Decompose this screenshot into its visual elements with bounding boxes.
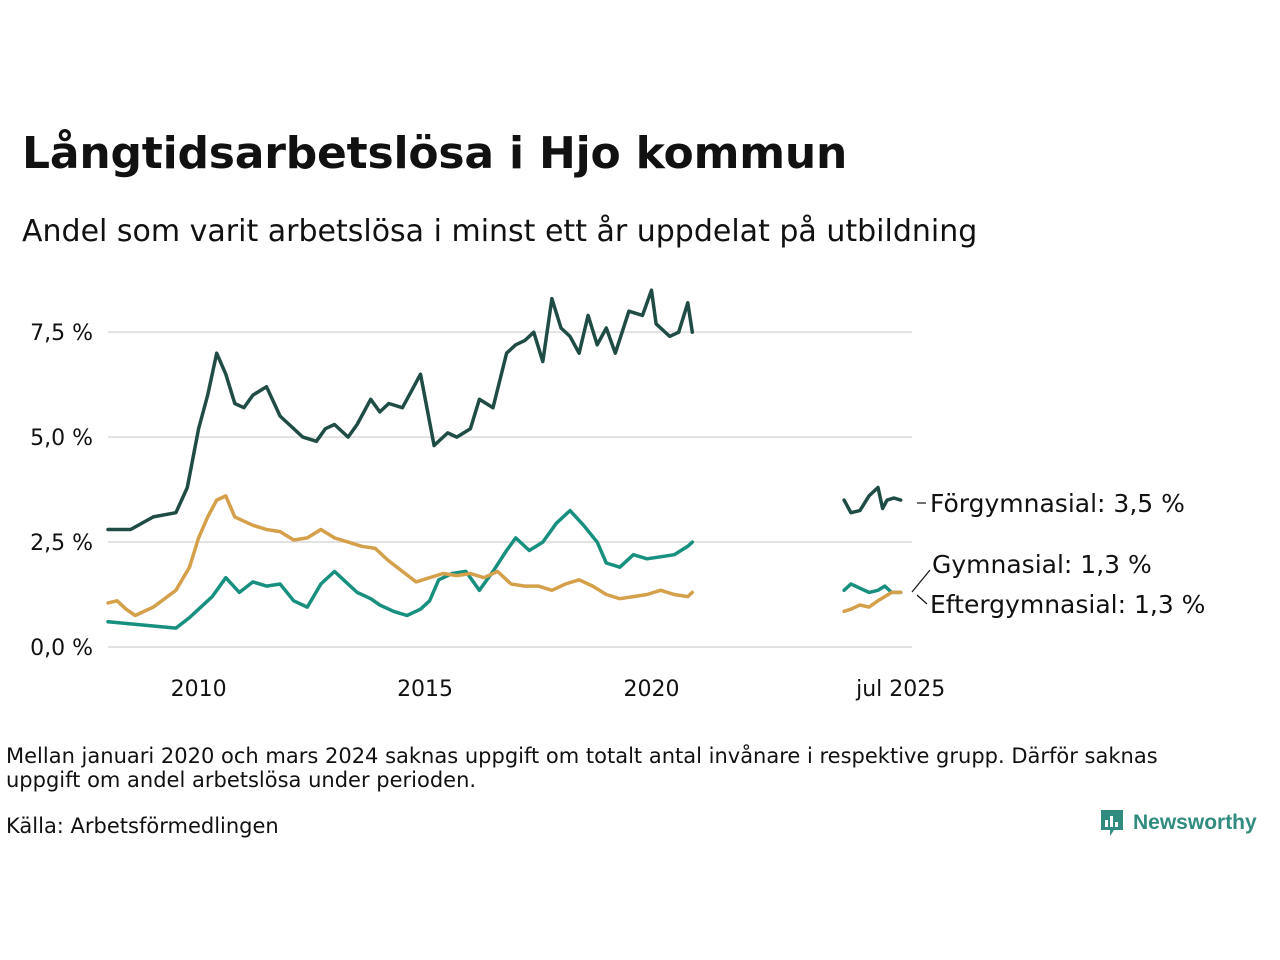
series-line-forgymnasial (842, 485, 903, 515)
y-axis-tick-labels: 0,0 % 2,5 % 5,0 % 7,5 % (30, 321, 93, 661)
grid-lines (108, 331, 912, 648)
x-tick-label: jul 2025 (855, 677, 945, 702)
y-tick-label: 2,5 % (30, 531, 93, 556)
x-axis-tick-labels: 2010 2015 2020 jul 2025 (171, 677, 946, 702)
label-leader-line (916, 594, 928, 605)
y-tick-label: 7,5 % (30, 321, 93, 346)
footnote: Mellan januari 2020 och mars 2024 saknas… (6, 744, 1158, 792)
series-label-gymnasial: Gymnasial: 1,3 % (932, 550, 1152, 579)
series-end-labels: Förgymnasial: 3,5 % Gymnasial: 1,3 % Efter… (911, 489, 1205, 619)
brand-name: Newsworthy (1133, 811, 1257, 834)
newsworthy-logo-icon (1101, 810, 1123, 836)
newsworthy-logo[interactable]: Newsworthy (1099, 808, 1257, 838)
chart-title: Långtidsarbetslösa i Hjo kommun (22, 128, 848, 179)
source-text: Källa: Arbetsförmedlingen (6, 814, 279, 838)
x-tick-label: 2015 (397, 677, 453, 702)
series-label-forgymnasial: Förgymnasial: 3,5 % (930, 489, 1185, 518)
series-lines (106, 288, 903, 630)
y-tick-label: 5,0 % (30, 426, 93, 451)
series-line-eftergymnasial (842, 590, 903, 614)
series-label-eftergymnasial: Eftergymnasial: 1,3 % (930, 590, 1205, 619)
series-line-eftergymnasial (106, 494, 695, 618)
x-tick-label: 2020 (624, 677, 680, 702)
x-tick-label: 2010 (171, 677, 227, 702)
series-line-gymnasial (106, 508, 695, 630)
line-chart: 0,0 % 2,5 % 5,0 % 7,5 % 2010 2015 2020 jul 202… (30, 288, 1205, 702)
label-leader-line (911, 569, 931, 593)
chart-subtitle: Andel som varit arbetslösa i minst ett å… (22, 214, 978, 249)
series-line-forgymnasial (106, 288, 695, 532)
y-tick-label: 0,0 % (30, 636, 93, 661)
